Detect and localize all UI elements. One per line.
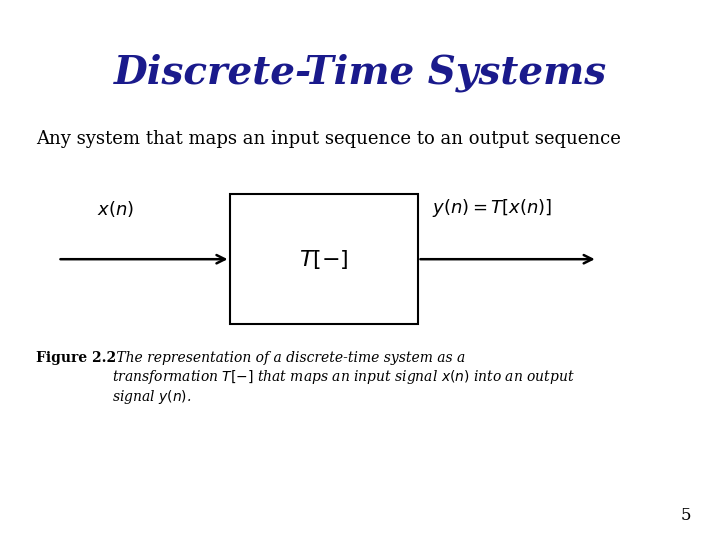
Text: Discrete-Time Systems: Discrete-Time Systems	[114, 54, 606, 92]
Text: The representation of a discrete-time system as a
transformation $T[-]$ that map: The representation of a discrete-time sy…	[112, 351, 575, 406]
Text: $x(n)$: $x(n)$	[96, 199, 134, 219]
Text: Any system that maps an input sequence to an output sequence: Any system that maps an input sequence t…	[36, 130, 621, 147]
Text: Figure 2.2: Figure 2.2	[36, 351, 116, 365]
Bar	[230, 194, 418, 324]
Text: $T[-]$: $T[-]$	[300, 248, 348, 271]
Text: $y(n) = T[x(n)]$: $y(n) = T[x(n)]$	[432, 197, 552, 219]
Text: 5: 5	[680, 507, 691, 524]
